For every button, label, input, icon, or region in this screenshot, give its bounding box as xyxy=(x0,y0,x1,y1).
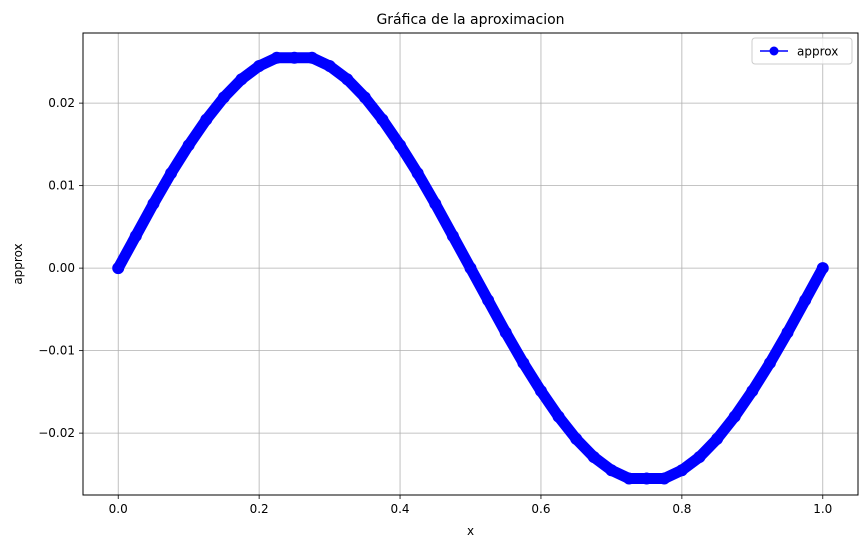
data-point xyxy=(534,385,547,398)
data-point xyxy=(182,139,195,152)
data-point xyxy=(165,167,178,180)
data-point xyxy=(129,229,142,242)
data-point xyxy=(570,432,583,445)
data-point xyxy=(288,51,301,64)
data-point xyxy=(799,294,812,307)
legend-box xyxy=(751,37,853,65)
data-point xyxy=(711,432,724,445)
x-tick-label: 0.8 xyxy=(672,502,691,516)
data-point xyxy=(552,410,565,423)
data-point xyxy=(253,60,266,72)
data-point xyxy=(217,91,230,104)
legend: approx xyxy=(751,37,853,65)
data-point xyxy=(746,385,759,398)
data-point xyxy=(658,472,671,485)
x-tick-label: 0.2 xyxy=(250,502,269,516)
data-point xyxy=(640,472,653,485)
data-point xyxy=(112,262,125,275)
data-point xyxy=(235,73,248,86)
data-point xyxy=(305,51,318,64)
data-point xyxy=(605,464,618,477)
data-point xyxy=(816,262,829,275)
data-point xyxy=(358,91,371,104)
y-tick-label: −0.02 xyxy=(38,426,75,440)
y-tick-label: 0.01 xyxy=(48,179,75,193)
data-point xyxy=(763,357,776,369)
axes-frame xyxy=(82,32,859,496)
y-tick-label: 0.00 xyxy=(48,261,75,275)
y-tick-label: 0.02 xyxy=(48,96,75,110)
data-point xyxy=(623,472,636,485)
data-point xyxy=(341,73,354,86)
data-point xyxy=(693,451,706,464)
data-point xyxy=(499,326,512,339)
data-point xyxy=(482,294,495,307)
x-tick-label: 1.0 xyxy=(813,502,832,516)
data-point xyxy=(446,229,459,242)
data-point xyxy=(517,357,530,369)
x-tick-label: 0.4 xyxy=(390,502,409,516)
x-axis-label: x xyxy=(467,524,474,538)
data-point xyxy=(429,197,442,210)
data-point xyxy=(728,410,741,423)
data-point xyxy=(376,113,389,126)
data-point xyxy=(411,167,424,180)
legend-label: approx xyxy=(797,45,838,59)
data-point xyxy=(464,262,477,275)
ticks: 0.0 0.2 0.4 0.6 0.8 1.0 −0.02 −0.01 0.00 0.01 0.02 xyxy=(38,96,832,516)
data-point xyxy=(147,197,160,210)
series-layer xyxy=(112,51,829,485)
legend-marker xyxy=(769,46,779,56)
y-axis-label: approx xyxy=(11,243,25,284)
x-tick-label: 0.6 xyxy=(531,502,550,516)
data-point xyxy=(270,51,283,64)
data-point xyxy=(781,326,794,339)
chart-title: Gráfica de la aproximacion xyxy=(376,12,564,28)
y-tick-label: −0.01 xyxy=(38,344,75,358)
data-point xyxy=(675,464,688,477)
x-tick-label: 0.0 xyxy=(109,502,128,516)
data-point xyxy=(323,60,336,72)
data-point xyxy=(200,113,213,126)
data-point xyxy=(587,451,600,464)
data-point xyxy=(394,139,407,152)
